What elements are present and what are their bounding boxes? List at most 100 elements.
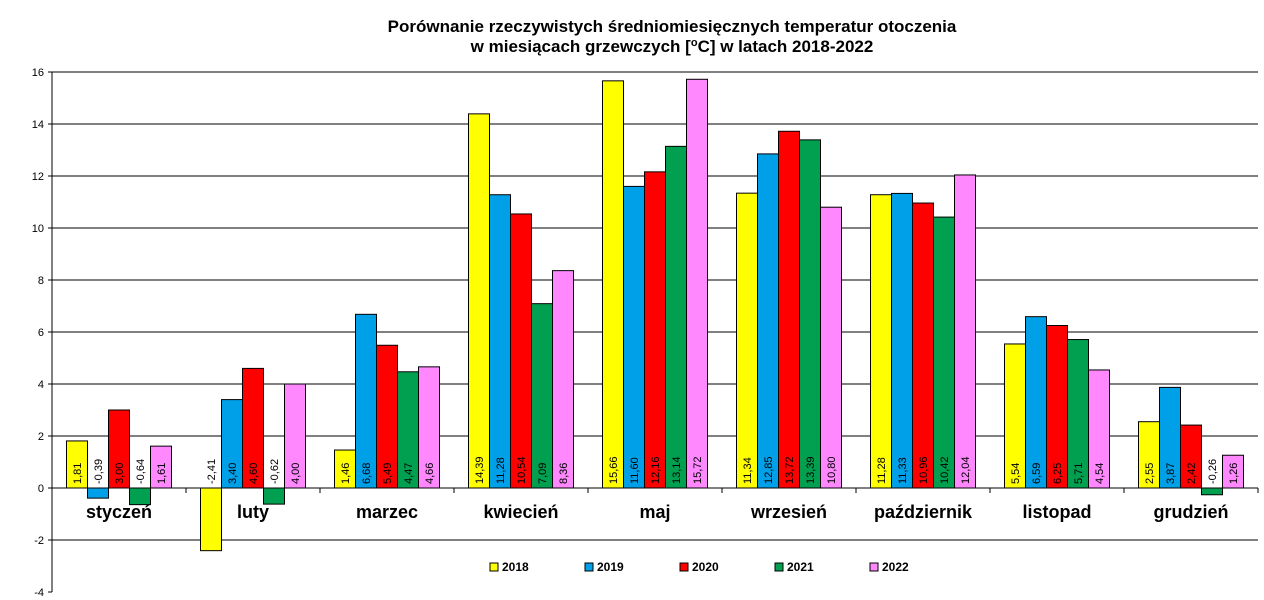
chart-title-degree: o [691,37,698,49]
data-label: 5,71 [1073,463,1085,484]
data-label: 12,85 [763,456,775,484]
data-label: 1,26 [1228,463,1240,484]
bar-2020-4 [644,171,666,489]
data-label: -2,41 [206,459,218,484]
bar-2019-6 [891,192,913,489]
bar-2022-6 [954,174,976,489]
data-label: 2,42 [1186,463,1198,484]
data-label: 4,47 [403,463,415,484]
data-label: 11,28 [876,457,888,484]
legend-swatch [489,562,499,572]
data-label: -0,39 [93,459,105,484]
data-label: 5,49 [382,463,394,484]
y-tick-label: -4 [34,587,44,599]
data-label: 5,54 [1010,463,1022,484]
data-label: -0,26 [1207,459,1219,484]
data-label: -0,64 [135,459,147,484]
y-tick-label: 2 [38,431,44,443]
y-tick-label: 6 [38,327,44,339]
category-label: listopad [1022,502,1091,522]
bar-2020-5 [778,130,800,489]
data-label: 1,46 [340,463,352,484]
category-label: kwiecień [483,502,558,522]
bar-2021-6 [933,216,955,489]
legend-swatch [774,562,784,572]
data-label: 11,28 [495,457,507,484]
data-label: 7,09 [537,463,549,484]
data-label: 3,00 [114,463,126,484]
data-label: 10,80 [826,456,838,484]
bar-2020-3 [510,213,532,489]
bar-2019-5 [757,153,779,489]
legend-label: 2021 [787,560,814,574]
data-label: 4,00 [290,463,302,484]
bar-2018-3 [468,113,490,489]
chart-title-line-2a: w miesiącach grzewczych [ [470,37,691,56]
data-label: 8,36 [558,463,570,484]
data-label: 13,14 [671,456,683,484]
y-tick-label: 16 [32,67,44,79]
bar-2021-8 [1201,487,1223,496]
y-tick-label: 4 [38,379,44,391]
data-label: 4,60 [248,463,260,484]
data-label: 12,16 [650,456,662,484]
y-tick-label: 14 [32,119,44,131]
bar-2018-5 [736,192,758,489]
data-label: 6,68 [361,463,373,484]
data-label: 11,34 [742,457,754,484]
bar-2021-5 [799,139,821,489]
data-label: 6,25 [1052,463,1064,484]
bar-2022-3 [552,270,574,489]
data-label: 3,40 [227,463,239,484]
bar-2019-3 [489,194,511,489]
category-label: luty [237,502,269,522]
bar-2018-4 [602,80,624,489]
y-tick-label: 0 [38,483,44,495]
bar-2019-0 [87,487,109,499]
legend-swatch [869,562,879,572]
bar-2022-4 [686,78,708,489]
category-label: marzec [356,502,418,522]
data-label: 1,81 [72,463,84,484]
data-label: 11,60 [629,457,641,484]
legend: 2018 2019 2020 2021 2022 [489,560,909,574]
y-tick-label: 12 [32,171,44,183]
bar-2021-3 [531,303,553,489]
y-tick-label: -2 [34,535,44,547]
category-label: wrzesień [750,502,827,522]
chart-title-line-2b: C] w latach 2018-2022 [698,37,874,56]
data-label: 12,04 [960,456,972,484]
bar-2019-7 [1025,316,1047,489]
legend-label: 2019 [597,560,624,574]
chart-title-line-2: w miesiącach grzewczych [oC] w latach 20… [470,37,874,56]
y-tick-label: 8 [38,275,44,287]
data-label: 4,66 [424,463,436,484]
data-label: 13,72 [784,456,796,484]
bar-2018-1 [200,487,222,552]
bar-2018-6 [870,194,892,489]
category-label: październik [874,502,973,522]
data-label: 4,54 [1094,463,1106,484]
axes: -4 -2 0 2 4 6 8 10 12 14 16 [32,67,1259,599]
data-label: 10,96 [918,456,930,484]
data-label: 1,61 [156,463,168,484]
chart-title-line-1: Porównanie rzeczywistych średniomiesięcz… [388,17,957,36]
data-label: 15,72 [692,456,704,484]
bar-2022-5 [820,206,842,489]
category-labels: styczeń luty marzec kwiecień maj wrzesień paźd… [86,502,1229,522]
legend-swatch [679,562,689,572]
category-label: maj [639,502,670,522]
data-label: 3,87 [1165,463,1177,484]
data-label: 10,42 [939,456,951,484]
bar-2021-4 [665,145,687,489]
data-label: 2,55 [1144,463,1156,484]
bar-2019-2 [355,313,377,489]
bars: 1,81 -2,41 1,46 14,39 15,66 11,34 11,28 5,54 2,5… [66,78,1244,552]
category-label: styczeń [86,502,152,522]
y-tick-label: 10 [32,223,44,235]
legend-label: 2022 [882,560,909,574]
data-label: 10,54 [516,456,528,484]
legend-label: 2018 [502,560,529,574]
data-label: 13,39 [805,456,817,484]
